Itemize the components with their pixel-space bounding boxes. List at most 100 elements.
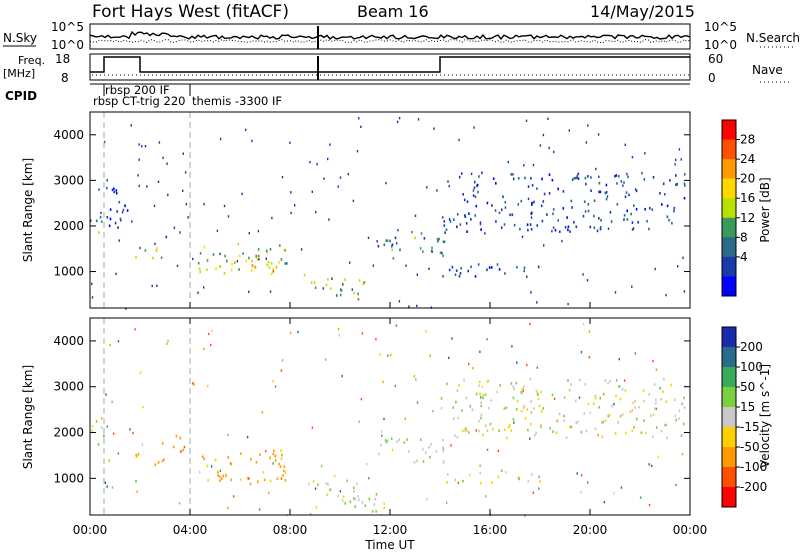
cell xyxy=(541,219,544,223)
cell xyxy=(330,287,332,290)
cell xyxy=(635,189,638,193)
cell xyxy=(546,213,548,216)
cell xyxy=(479,222,482,226)
cell xyxy=(456,389,459,392)
noise-cell xyxy=(125,307,127,310)
noise-cell xyxy=(258,508,261,511)
cell xyxy=(598,406,600,409)
cell xyxy=(137,452,140,456)
cell xyxy=(197,261,200,265)
noise-cell xyxy=(634,352,637,355)
noise-cell xyxy=(450,444,452,447)
date-label: 14/May/2015 xyxy=(590,2,695,21)
cell xyxy=(651,208,653,211)
cell xyxy=(396,440,399,443)
noise-cell xyxy=(272,379,274,383)
cell xyxy=(557,187,559,191)
noise-cell xyxy=(219,252,221,255)
cell xyxy=(683,182,686,186)
cell xyxy=(262,471,265,474)
cell xyxy=(446,382,448,386)
cell xyxy=(678,409,681,413)
noise-cell xyxy=(507,161,509,164)
cell xyxy=(227,456,229,459)
cell xyxy=(585,429,588,433)
cell xyxy=(484,393,487,396)
noise-cell xyxy=(542,133,545,137)
cell xyxy=(480,404,483,408)
noise-cell xyxy=(390,353,392,357)
cell xyxy=(538,404,541,408)
noise-cell xyxy=(210,343,212,347)
noise-cell xyxy=(426,498,428,501)
noise-cell xyxy=(139,246,141,250)
region-5 xyxy=(344,493,385,513)
noise-cell xyxy=(521,235,524,238)
cell xyxy=(459,223,462,226)
cell xyxy=(655,402,657,405)
cell xyxy=(245,259,247,263)
noise-cell xyxy=(564,396,566,399)
cell xyxy=(284,248,286,252)
noise-cell xyxy=(297,330,299,334)
noise-cell xyxy=(104,481,107,484)
cell xyxy=(608,413,611,417)
cell xyxy=(331,277,333,280)
cell xyxy=(637,221,639,224)
nsky-tick-top: 10^5 xyxy=(51,20,84,34)
noise-cell xyxy=(367,236,370,240)
noise-cell xyxy=(157,180,160,183)
cell xyxy=(398,438,400,441)
cell xyxy=(476,183,479,187)
nave-label: Nave xyxy=(752,63,783,77)
colorbar-swatch xyxy=(722,387,736,408)
noise-cell xyxy=(481,385,483,388)
noise-cell xyxy=(523,164,525,167)
cell xyxy=(498,211,501,215)
noise-cell xyxy=(678,148,681,151)
cell xyxy=(442,254,444,258)
cell xyxy=(270,261,273,265)
cell xyxy=(451,265,454,269)
cell xyxy=(552,430,554,433)
cell xyxy=(452,406,455,409)
colorbar-swatch xyxy=(722,256,736,277)
noise-cell xyxy=(553,397,556,400)
noise-cell xyxy=(585,141,588,144)
cell xyxy=(179,231,181,234)
cell xyxy=(180,450,182,453)
noise-cell xyxy=(659,387,661,390)
cell xyxy=(226,259,228,263)
cell xyxy=(480,416,482,420)
cell xyxy=(618,385,620,388)
cell xyxy=(652,435,654,438)
nsky-tick-bottom: 10^0 xyxy=(51,38,84,52)
noise-cell xyxy=(360,125,362,128)
cell xyxy=(504,200,507,204)
cell xyxy=(435,450,438,453)
cell xyxy=(500,226,503,229)
cell xyxy=(449,220,452,223)
noise-cell xyxy=(408,305,410,308)
noise-cell xyxy=(381,434,383,437)
cell xyxy=(425,451,427,454)
cell xyxy=(592,402,595,406)
cell xyxy=(165,235,168,239)
cell xyxy=(510,429,513,432)
cell xyxy=(275,265,278,269)
cell xyxy=(605,197,608,201)
noise-cell xyxy=(144,145,147,148)
noise-cell xyxy=(595,167,597,171)
cell xyxy=(238,268,240,271)
cell xyxy=(536,187,538,190)
colorbar-swatch xyxy=(722,407,736,428)
noise-cell xyxy=(428,267,430,270)
cell xyxy=(467,269,469,273)
cell xyxy=(269,248,272,251)
noise-cell xyxy=(538,487,540,490)
cell xyxy=(478,429,480,433)
noise-cell xyxy=(182,152,184,155)
cell xyxy=(220,477,223,480)
region-6 xyxy=(378,437,445,465)
velocity-colorbar-label: Velocity [m s^-1] xyxy=(758,364,772,468)
